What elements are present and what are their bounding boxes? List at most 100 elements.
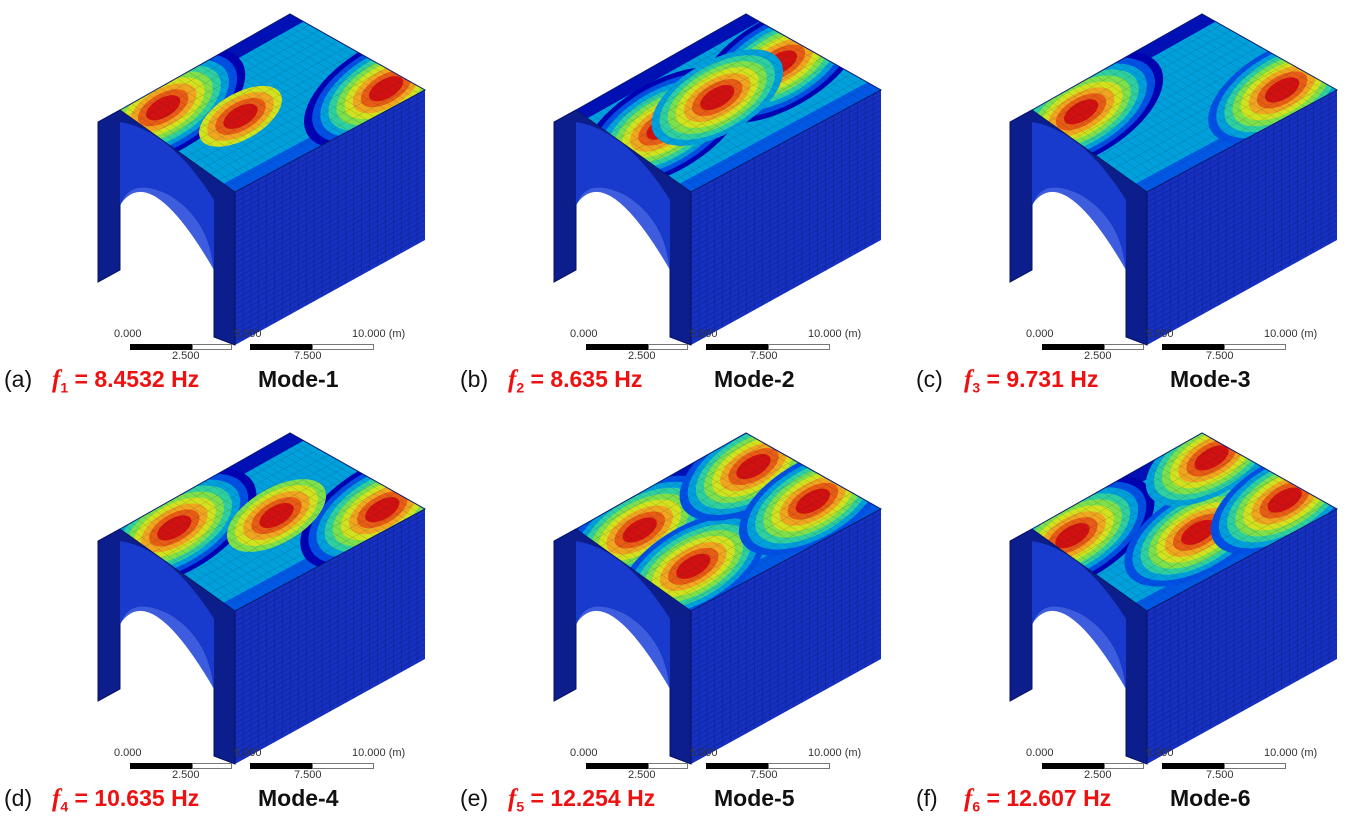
frequency-value: = 8.635 Hz xyxy=(530,366,643,392)
scale-tick-0: 0.000 xyxy=(1026,328,1054,340)
panel-letter: (a) xyxy=(4,366,33,392)
mode-shape-model xyxy=(1009,13,1339,346)
scale-bar: 0.000 5.000 10.000 (m) 2.500 7.500 xyxy=(112,747,412,787)
scale-bar: 0.000 5.000 10.000 (m) 2.500 7.500 xyxy=(1024,328,1324,368)
mode-shape-model xyxy=(553,432,883,765)
frequency-value: = 12.254 Hz xyxy=(530,785,656,811)
natural-frequency: f4 = 10.635 Hz xyxy=(52,785,199,815)
front-mesh xyxy=(690,513,882,760)
frequency-index: 6 xyxy=(972,798,981,815)
mode-shape-model xyxy=(97,432,427,765)
arch-inner-surface xyxy=(120,122,214,270)
contour-level xyxy=(676,553,711,579)
scale-segment xyxy=(1224,344,1286,350)
front-mesh xyxy=(234,513,426,760)
panel-caption: (a) f1 = 8.4532 Hz Mode-1 xyxy=(0,366,455,402)
contour-level xyxy=(1181,519,1216,545)
contour-level xyxy=(259,502,294,529)
frequency-value: = 8.4532 Hz xyxy=(74,366,200,392)
panel-letter: (f) xyxy=(916,785,938,811)
scale-tick-5: 5.000 xyxy=(234,328,262,340)
contour-level xyxy=(146,95,181,121)
frequency-value: = 12.607 Hz xyxy=(986,785,1112,811)
scale-tick-7-5: 7.500 xyxy=(750,350,778,362)
scale-segment xyxy=(706,344,768,350)
scale-tick-5: 5.000 xyxy=(1146,747,1174,759)
mode-shape-model xyxy=(97,13,427,346)
mode-label: Mode-4 xyxy=(258,785,339,811)
panel-caption: (f) f6 = 12.607 Hz Mode-6 xyxy=(912,785,1367,821)
contour-level xyxy=(365,497,400,523)
natural-frequency: f3 = 9.731 Hz xyxy=(964,366,1098,396)
arch-inner-surface xyxy=(576,541,670,689)
mode-panel-6: 0.000 5.000 10.000 (m) 2.500 7.500 (f) f… xyxy=(912,419,1367,838)
scale-tick-2-5: 2.500 xyxy=(1084,350,1112,362)
arch-inner-surface xyxy=(1032,541,1126,689)
top-outline xyxy=(575,432,883,612)
scale-segment xyxy=(130,344,192,350)
top-outline xyxy=(575,13,883,193)
scale-tick-7-5: 7.500 xyxy=(1206,769,1234,781)
scale-tick-2-5: 2.500 xyxy=(172,769,200,781)
scale-segment xyxy=(1162,763,1224,769)
front-mesh xyxy=(234,94,426,341)
scale-tick-2-5: 2.500 xyxy=(172,350,200,362)
scale-tick-0: 0.000 xyxy=(570,747,598,759)
scale-tick-10: 10.000 (m) xyxy=(352,328,406,340)
panel-letter: (b) xyxy=(460,366,489,392)
arch-inner-surface xyxy=(1032,122,1126,270)
scale-segment xyxy=(1104,763,1144,769)
scale-tick-10: 10.000 (m) xyxy=(808,747,862,759)
panel-letter: (d) xyxy=(4,785,33,811)
contour-level xyxy=(1267,487,1302,513)
scale-tick-0: 0.000 xyxy=(114,328,142,340)
mode-label: Mode-1 xyxy=(258,366,339,392)
top-mesh xyxy=(581,436,875,608)
scale-tick-10: 10.000 (m) xyxy=(352,747,406,759)
frequency-symbol: f xyxy=(52,366,61,393)
mode-label: Mode-6 xyxy=(1170,785,1251,811)
scale-tick-5: 5.000 xyxy=(690,747,718,759)
contour-level xyxy=(223,103,258,129)
scale-tick-0: 0.000 xyxy=(114,747,142,759)
mode-label: Mode-3 xyxy=(1170,366,1251,392)
panel-caption: (b) f2 = 8.635 Hz Mode-2 xyxy=(456,366,911,402)
scale-tick-2-5: 2.500 xyxy=(628,350,656,362)
panel-caption: (c) f3 = 9.731 Hz Mode-3 xyxy=(912,366,1367,402)
top-mesh xyxy=(581,17,875,189)
frequency-symbol: f xyxy=(964,785,973,812)
mode-panel-3: 0.000 5.000 10.000 (m) 2.500 7.500 (c) f… xyxy=(912,0,1367,419)
contour-level xyxy=(700,84,735,111)
contour-level xyxy=(1055,523,1090,549)
scale-segment xyxy=(586,344,648,350)
top-mesh xyxy=(1037,436,1331,608)
frequency-symbol: f xyxy=(964,366,973,393)
frequency-index: 2 xyxy=(516,379,525,396)
top-outline xyxy=(1031,432,1339,612)
frequency-value: = 9.731 Hz xyxy=(986,366,1099,392)
mode-panel-2: 0.000 5.000 10.000 (m) 2.500 7.500 (b) f… xyxy=(456,0,911,419)
scale-tick-7-5: 7.500 xyxy=(750,769,778,781)
scale-segment xyxy=(312,344,374,350)
scale-tick-10: 10.000 (m) xyxy=(1264,747,1318,759)
scale-tick-5: 5.000 xyxy=(1146,328,1174,340)
scale-tick-7-5: 7.500 xyxy=(1206,350,1234,362)
natural-frequency: f6 = 12.607 Hz xyxy=(964,785,1111,815)
mode-shape-model xyxy=(1009,432,1339,765)
contour-level xyxy=(157,515,192,541)
top-mesh xyxy=(125,436,419,608)
scale-tick-2-5: 2.500 xyxy=(628,769,656,781)
top-mesh xyxy=(125,17,419,189)
scale-segment xyxy=(648,763,688,769)
frequency-symbol: f xyxy=(508,785,517,812)
scale-segment xyxy=(192,763,232,769)
natural-frequency: f2 = 8.635 Hz xyxy=(508,366,642,396)
panel-letter: (c) xyxy=(916,366,943,392)
scale-bar: 0.000 5.000 10.000 (m) 2.500 7.500 xyxy=(1024,747,1324,787)
mode-panel-4: 0.000 5.000 10.000 (m) 2.500 7.500 (d) f… xyxy=(0,419,455,838)
top-mesh xyxy=(1037,17,1331,189)
scale-segment xyxy=(1224,763,1286,769)
scale-bar: 0.000 5.000 10.000 (m) 2.500 7.500 xyxy=(568,747,868,787)
scale-bar: 0.000 5.000 10.000 (m) 2.500 7.500 xyxy=(112,328,412,368)
scale-segment xyxy=(130,763,192,769)
